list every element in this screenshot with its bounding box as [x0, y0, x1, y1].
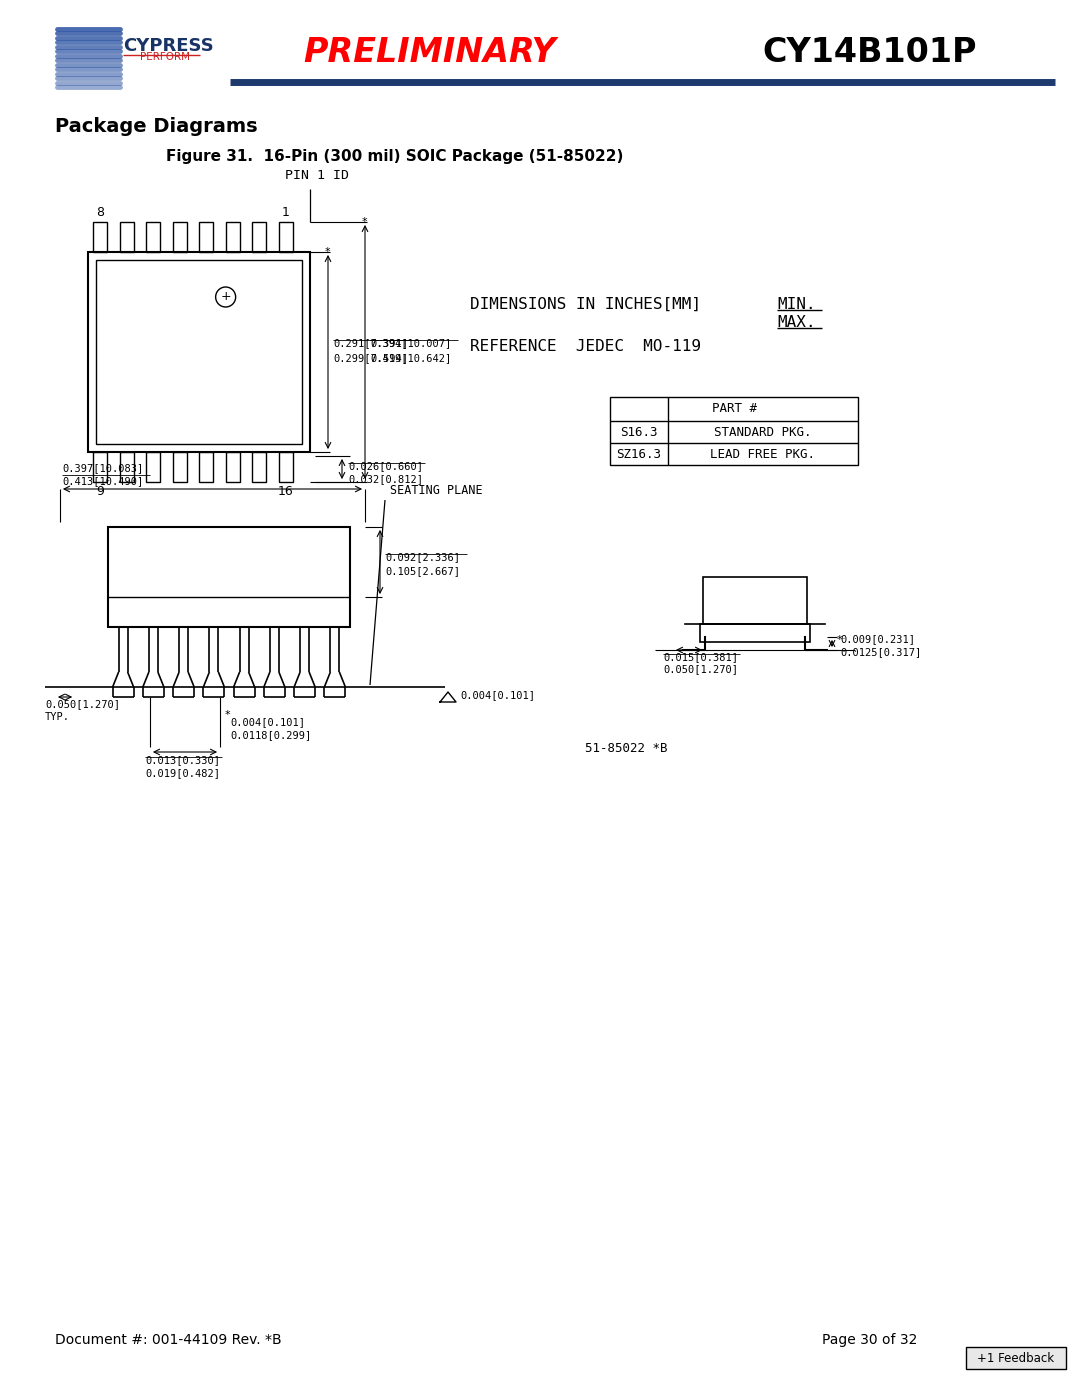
Text: PART #: PART #: [712, 402, 756, 415]
Text: 9: 9: [96, 485, 104, 497]
Text: 0.0118[0.299]: 0.0118[0.299]: [230, 731, 311, 740]
Text: SEATING PLANE: SEATING PLANE: [390, 483, 483, 497]
Text: *: *: [325, 247, 330, 257]
Bar: [93, 222, 107, 251]
Bar: [703, 577, 807, 624]
Bar: [108, 527, 350, 627]
Text: 0.015[0.381]: 0.015[0.381]: [663, 652, 738, 662]
Text: 0.019[0.482]: 0.019[0.482]: [145, 768, 220, 778]
Text: 0.013[0.330]: 0.013[0.330]: [145, 754, 220, 766]
Bar: [199, 453, 213, 482]
Text: CYPRESS: CYPRESS: [123, 36, 214, 54]
Text: 0.299[7.594]: 0.299[7.594]: [333, 353, 408, 363]
Bar: [279, 453, 293, 482]
Bar: [252, 453, 266, 482]
Text: 0.105[2.667]: 0.105[2.667]: [384, 566, 460, 576]
Text: 8: 8: [96, 205, 104, 219]
Bar: [120, 453, 134, 482]
Text: *: *: [225, 710, 231, 719]
Text: 0.004[0.101]: 0.004[0.101]: [460, 690, 535, 700]
Text: 0.419[10.642]: 0.419[10.642]: [370, 353, 451, 363]
Bar: [966, 1347, 1066, 1369]
Bar: [700, 624, 810, 643]
Text: Figure 31.  16-Pin (300 mil) SOIC Package (51-85022): Figure 31. 16-Pin (300 mil) SOIC Package…: [166, 149, 623, 163]
Text: 0.291[7.391]: 0.291[7.391]: [333, 338, 408, 348]
Text: PIN 1 ID: PIN 1 ID: [285, 169, 349, 182]
Bar: [199, 222, 213, 251]
Bar: [146, 453, 160, 482]
Text: 1: 1: [282, 205, 289, 219]
Text: 0.397[10.083]: 0.397[10.083]: [62, 462, 144, 474]
Text: STANDARD PKG.: STANDARD PKG.: [714, 426, 812, 439]
Bar: [146, 222, 160, 251]
Bar: [96, 260, 302, 444]
Text: REFERENCE  JEDEC  MO-119: REFERENCE JEDEC MO-119: [470, 339, 701, 353]
Text: MAX.: MAX.: [777, 314, 815, 330]
Text: Page 30 of 32: Page 30 of 32: [822, 1333, 918, 1347]
Text: 0.050[1.270]: 0.050[1.270]: [45, 698, 120, 710]
Text: +1 Feedback: +1 Feedback: [977, 1351, 1054, 1365]
Text: Package Diagrams: Package Diagrams: [55, 117, 258, 136]
Bar: [93, 453, 107, 482]
Text: 0.394[10.007]: 0.394[10.007]: [370, 338, 451, 348]
Bar: [252, 222, 266, 251]
Text: +: +: [220, 291, 231, 303]
Text: LEAD FREE PKG.: LEAD FREE PKG.: [711, 448, 815, 461]
Text: *: *: [837, 636, 842, 645]
Text: *: *: [362, 217, 367, 226]
Text: 0.032[0.812]: 0.032[0.812]: [348, 474, 423, 483]
Text: TYP.: TYP.: [45, 712, 70, 722]
Text: CY14B101P: CY14B101P: [762, 35, 977, 68]
Text: DIMENSIONS IN INCHES[MM]: DIMENSIONS IN INCHES[MM]: [470, 298, 711, 312]
Bar: [610, 397, 858, 465]
Text: SZ16.3: SZ16.3: [617, 448, 661, 461]
Bar: [87, 251, 310, 453]
Text: 0.050[1.270]: 0.050[1.270]: [663, 664, 738, 673]
Text: PRELIMINARY: PRELIMINARY: [303, 35, 556, 68]
Text: S16.3: S16.3: [620, 426, 658, 439]
Text: 0.004[0.101]: 0.004[0.101]: [230, 717, 305, 726]
Text: 0.009[0.231]: 0.009[0.231]: [840, 634, 915, 644]
Text: 16: 16: [278, 485, 294, 497]
Bar: [173, 453, 187, 482]
Text: 0.413[10.490]: 0.413[10.490]: [62, 476, 144, 486]
Bar: [226, 453, 240, 482]
Text: 0.026[0.660]: 0.026[0.660]: [348, 461, 423, 471]
Text: 0.0125[0.317]: 0.0125[0.317]: [840, 647, 921, 657]
Text: Document #: 001-44109 Rev. *B: Document #: 001-44109 Rev. *B: [55, 1333, 282, 1347]
Text: 51-85022 *B: 51-85022 *B: [585, 742, 667, 754]
Bar: [279, 222, 293, 251]
Bar: [226, 222, 240, 251]
Bar: [173, 222, 187, 251]
Bar: [120, 222, 134, 251]
Text: MIN.: MIN.: [777, 298, 815, 312]
Text: 0.092[2.336]: 0.092[2.336]: [384, 552, 460, 562]
Text: PERFORM: PERFORM: [140, 52, 190, 61]
